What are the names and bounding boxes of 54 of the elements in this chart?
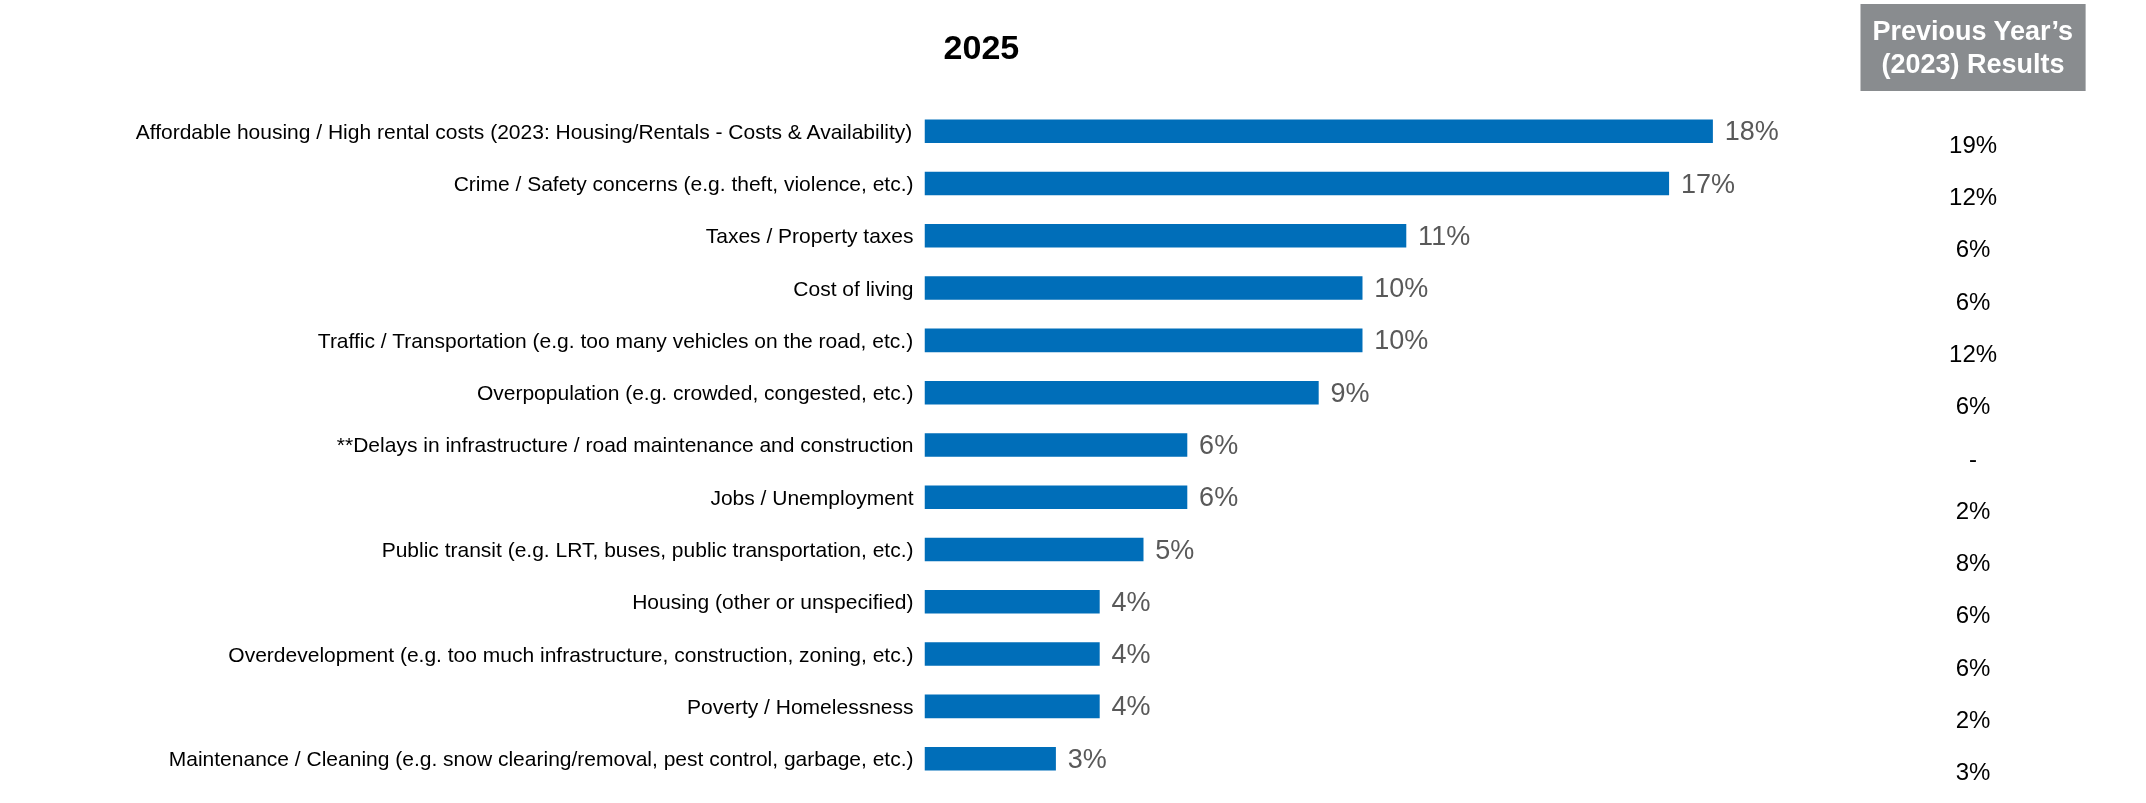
y-tick-label: Overdevelopment (e.g. too much infrastructure, construction, zoning, etc.) [228, 642, 914, 666]
bar [924, 276, 1363, 300]
data-label: 3% [1067, 743, 1107, 774]
data-label: 4% [1111, 639, 1151, 670]
text: 6% [1955, 653, 1991, 681]
y-tick-label: Cost of living [793, 276, 914, 300]
chart-title: 2025 [943, 28, 1020, 67]
y-tick-label: Maintenance / Cleaning (e.g. snow clearing/removal, pest control, garbage, etc.) [168, 747, 914, 771]
text: - [1969, 444, 1978, 472]
text: 2% [1955, 496, 1991, 524]
text: 8% [1955, 549, 1991, 577]
y-tick-label: Taxes / Property taxes [705, 224, 914, 248]
bar [924, 380, 1319, 405]
y-tick-label: Affordable housing / High rental costs (2023: Housing/Rentals - Costs & Availability) [135, 119, 913, 143]
text: 12% [1949, 183, 1998, 211]
data-label: 9% [1330, 377, 1370, 408]
bar [924, 119, 1713, 143]
y-tick-label: Housing (other or unspecified) [632, 590, 914, 614]
data-label: 10% [1374, 273, 1429, 304]
data-label: 5% [1155, 534, 1195, 565]
bar [924, 590, 1100, 614]
text: 3% [1955, 758, 1991, 786]
y-tick-label: Poverty / Homelessness [687, 694, 914, 718]
bar [924, 171, 1670, 196]
text: Previous Year’s (2023) Results [1872, 16, 2074, 80]
bar [924, 485, 1188, 509]
text: 6% [1955, 235, 1991, 263]
bar [924, 694, 1100, 719]
text: 2% [1955, 705, 1991, 733]
data-label: 11% [1418, 220, 1471, 251]
bar [924, 224, 1407, 248]
data-label: 17% [1680, 168, 1735, 199]
data-label: 4% [1111, 691, 1151, 722]
text: 19% [1949, 130, 1998, 158]
data-label: 6% [1199, 482, 1239, 513]
y-tick-label: Crime / Safety concerns (e.g. theft, violence, etc.) [453, 172, 914, 196]
text: 6% [1955, 392, 1991, 420]
y-tick-label: Jobs / Unemployment [710, 485, 914, 509]
y-tick-label: Overpopulation (e.g. crowded, congested, etc.) [476, 381, 914, 405]
bar [924, 537, 1144, 562]
bar [924, 746, 1056, 771]
text: 6% [1955, 287, 1991, 315]
text: 12% [1949, 339, 1998, 367]
text: 6% [1955, 601, 1991, 629]
bar [924, 642, 1100, 666]
data-label: 6% [1199, 429, 1239, 460]
data-label: 10% [1374, 325, 1429, 356]
data-label: 18% [1724, 116, 1779, 147]
bar [924, 433, 1188, 457]
y-tick-label: **Delays in infrastructure / road maintenance and construction [336, 433, 914, 457]
y-tick-label: Traffic / Transportation (e.g. too many vehicles on the road, etc.) [317, 328, 914, 352]
bar [924, 328, 1363, 353]
data-label: 4% [1111, 586, 1151, 617]
y-tick-label: Public transit (e.g. LRT, buses, public transportation, etc.) [381, 538, 914, 562]
